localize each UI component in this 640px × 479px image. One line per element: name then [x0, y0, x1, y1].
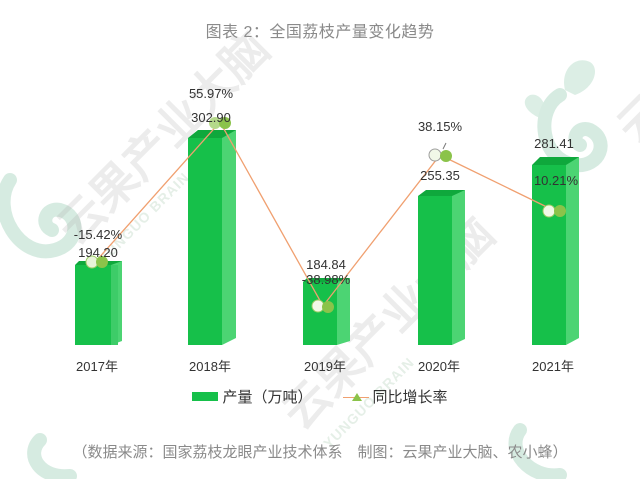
x-axis-label: 2017年 [76, 359, 118, 374]
bar-2019 [303, 278, 350, 345]
source-footnote: （数据来源：国家荔枝龙眼产业技术体系 制图：云果产业大脑、农小蜂） [72, 444, 568, 461]
lychee-marker-icon [311, 299, 334, 313]
value-label-2019: 184.84 [306, 257, 346, 272]
value-label-2020: 255.35 [420, 168, 460, 183]
chart-title: 图表 2：全国荔枝产量变化趋势 [205, 24, 435, 41]
bar-2018 [188, 130, 236, 345]
x-axis-label: 2018年 [189, 359, 231, 374]
growth-label-2019: -38.98% [301, 272, 351, 287]
bar-2020 [418, 190, 465, 345]
legend-item-growth-rate[interactable]: 同比增长率 [342, 386, 448, 407]
value-label-2017: 194.20 [78, 245, 118, 260]
x-axis-label: 2021年 [532, 359, 574, 374]
chart-legend: 产量（万吨） 同比增长率 [0, 386, 640, 407]
value-label-2018: 302.90 [191, 110, 231, 125]
legend-item-production[interactable]: 产量（万吨） [192, 386, 313, 407]
growth-label-2017: -15.42% [73, 227, 123, 242]
bar-2021 [532, 157, 579, 345]
bar-2017 [75, 261, 122, 345]
lychee-marker-icon [542, 204, 566, 218]
growth-label-2018: 55.97% [188, 86, 234, 101]
lychee-marker-icon [209, 117, 231, 129]
value-label-2021: 281.41 [534, 136, 574, 151]
x-axis-label: 2019年 [304, 359, 346, 374]
lychee-marker-icon [428, 142, 452, 162]
growth-label-2020: 38.15% [417, 119, 463, 134]
lychee-marker-icon [85, 255, 108, 269]
bar-swatch-icon [192, 392, 219, 401]
legend-label: 产量（万吨） [222, 389, 313, 406]
legend-label: 同比增长率 [372, 389, 448, 406]
x-axis-label: 2020年 [418, 359, 460, 374]
line-marker-swatch-icon [342, 391, 369, 403]
growth-label-2021: 10.21% [533, 173, 579, 188]
